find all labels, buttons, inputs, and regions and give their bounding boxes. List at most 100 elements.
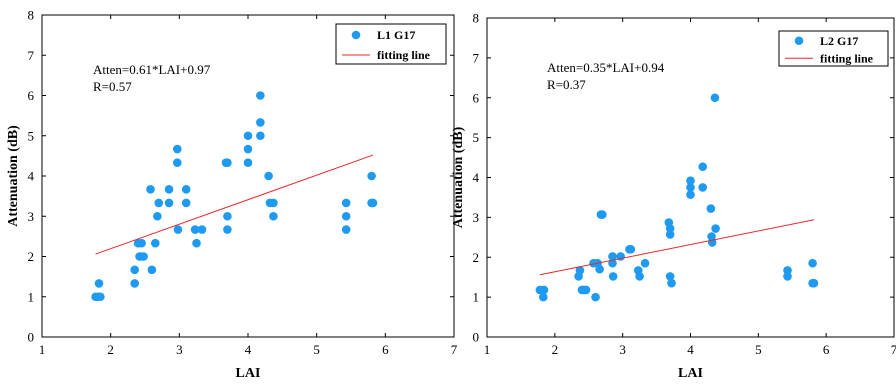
- y-tick-label: 7: [28, 48, 35, 63]
- data-point: [164, 198, 174, 208]
- data-point: [808, 258, 817, 268]
- data-point: [243, 131, 253, 141]
- data-point: [269, 211, 278, 221]
- x-tick-label: 1: [484, 342, 491, 357]
- fitting-line: [539, 219, 815, 276]
- y-tick-label: 5: [473, 130, 480, 145]
- fitting-line: [95, 154, 374, 255]
- data-point: [665, 230, 675, 239]
- data-point: [94, 279, 104, 288]
- x-tick-label: 2: [552, 342, 559, 357]
- data-point: [640, 258, 650, 268]
- fit-equation: Atten=0.35*LAI+0.94: [547, 60, 665, 75]
- x-axis-label: LAI: [236, 366, 261, 381]
- data-point: [591, 292, 600, 302]
- data-point: [96, 292, 105, 302]
- data-point: [581, 285, 591, 295]
- data-point: [367, 171, 376, 181]
- data-point: [190, 225, 200, 234]
- data-point: [130, 265, 139, 275]
- correlation-r: R=0.57: [93, 79, 132, 94]
- y-tick-label: 4: [473, 170, 480, 185]
- x-tick-label: 5: [313, 342, 320, 357]
- legend-marker-swatch: [351, 30, 361, 40]
- y-tick-label: 1: [28, 289, 35, 304]
- x-tick-label: 6: [382, 342, 389, 357]
- x-axis-label: LAI: [678, 366, 703, 381]
- data-point: [146, 184, 155, 194]
- data-point: [608, 272, 618, 281]
- data-point: [809, 278, 819, 288]
- y-tick-label: 2: [473, 250, 480, 265]
- data-point: [783, 266, 792, 275]
- legend-label: L2 G17: [820, 34, 858, 48]
- legend-label: fitting line: [820, 51, 874, 65]
- x-tick-label: 4: [245, 342, 252, 357]
- y-tick-label: 0: [473, 330, 480, 345]
- data-point: [192, 238, 201, 248]
- data-point: [626, 244, 636, 254]
- data-point: [635, 272, 644, 281]
- data-point: [698, 162, 708, 172]
- y-tick-label: 5: [28, 128, 35, 143]
- data-point: [698, 183, 708, 192]
- y-tick-label: 0: [28, 330, 35, 345]
- data-point: [665, 224, 675, 233]
- data-point: [575, 266, 585, 275]
- legend-box: [335, 23, 447, 65]
- data-point: [137, 238, 146, 248]
- data-point: [608, 252, 617, 261]
- data-point: [341, 198, 351, 208]
- y-axis-label: Attenuation (dB): [451, 126, 466, 228]
- data-point: [153, 211, 162, 221]
- data-point: [154, 198, 164, 208]
- data-point: [223, 211, 232, 221]
- data-point: [686, 183, 695, 192]
- data-point: [368, 198, 378, 208]
- y-tick-label: 1: [473, 290, 480, 305]
- data-point: [181, 198, 191, 208]
- x-tick-label: 6: [823, 342, 830, 357]
- data-point: [223, 158, 232, 168]
- data-point: [341, 211, 351, 221]
- data-point: [686, 190, 695, 199]
- data-point: [256, 118, 265, 127]
- y-tick-label: 4: [28, 169, 35, 184]
- y-tick-label: 8: [28, 8, 35, 23]
- data-point: [256, 91, 265, 100]
- y-tick-label: 2: [28, 249, 35, 264]
- data-point: [710, 93, 720, 103]
- y-tick-label: 3: [473, 210, 480, 225]
- data-point: [164, 184, 174, 194]
- x-tick-label: 4: [687, 342, 694, 357]
- y-tick-label: 8: [473, 11, 480, 26]
- y-tick-label: 7: [473, 50, 480, 65]
- data-point: [243, 144, 253, 154]
- data-point: [711, 224, 720, 233]
- y-axis-label: Attenuation (dB): [6, 125, 21, 227]
- data-point: [197, 225, 207, 234]
- data-point: [139, 252, 148, 261]
- legend-marker-swatch: [794, 36, 804, 46]
- data-point: [130, 279, 139, 288]
- data-point: [539, 292, 548, 302]
- data-point: [147, 265, 157, 275]
- data-point: [173, 225, 183, 234]
- x-tick-label: 2: [107, 342, 114, 357]
- fit-equation: Atten=0.61*LAI+0.97: [93, 62, 211, 77]
- data-point: [665, 272, 675, 281]
- data-point: [598, 210, 607, 219]
- data-point: [341, 225, 351, 234]
- legend-label: L1 G17: [377, 28, 415, 42]
- data-point: [181, 184, 191, 194]
- x-tick-label: 7: [451, 342, 458, 357]
- legend-box: [778, 30, 889, 67]
- x-tick-label: 3: [619, 342, 626, 357]
- data-point: [264, 171, 273, 181]
- data-point: [172, 144, 182, 154]
- data-point: [595, 264, 604, 274]
- data-point: [256, 131, 265, 141]
- y-tick-label: 6: [28, 88, 35, 103]
